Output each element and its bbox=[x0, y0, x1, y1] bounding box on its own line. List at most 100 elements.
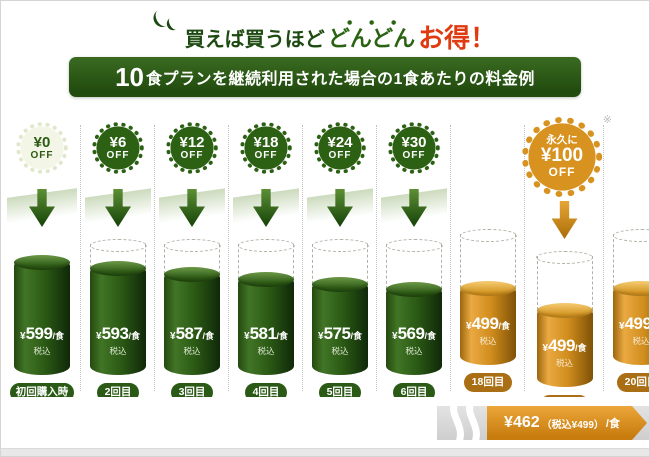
badge-area: ¥0 OFF bbox=[3, 121, 81, 183]
chart-column: ※ 永久に ¥100 OFF ¥499/食 税込 19回目 bbox=[521, 114, 612, 397]
currency-symbol: ¥ bbox=[318, 331, 324, 342]
plan-banner: 10 食プランを継続利用された場合の1食あたりの料金例 bbox=[69, 57, 581, 97]
note-asterisk: ※ bbox=[602, 114, 612, 126]
price: ¥575/食 bbox=[312, 325, 368, 343]
chart-column: ¥499/食 税込 20回目 bbox=[604, 117, 649, 397]
badge-area: ¥12 OFF bbox=[155, 121, 229, 183]
final-price-tax: （税込¥499） bbox=[541, 419, 604, 431]
discount-amount: ¥0 bbox=[33, 133, 51, 151]
footer: ¥462 （税込¥499） /食 bbox=[1, 397, 649, 448]
price: ¥587/食 bbox=[164, 325, 220, 343]
seal-icon bbox=[521, 116, 603, 198]
chart-column: ¥30 OFF ¥569/食 税込 6回目 bbox=[377, 117, 451, 397]
seal-icon bbox=[388, 122, 440, 174]
discount-badge: ¥24 OFF bbox=[313, 121, 367, 175]
price: ¥581/食 bbox=[238, 325, 294, 343]
purchase-count-label: 初回購入時 bbox=[9, 383, 75, 397]
cylinder-stack: ¥599/食 税込 bbox=[13, 241, 71, 375]
banner-number: 10 bbox=[115, 61, 144, 92]
price-cylinder: ¥575/食 税込 bbox=[312, 277, 368, 375]
price-cylinder: ¥593/食 税込 bbox=[90, 261, 146, 375]
final-price-unit: /食 bbox=[605, 418, 620, 430]
badge-area: ¥30 OFF bbox=[377, 121, 451, 183]
chart-column: ¥0 OFF ¥599/食 税込 初回購入時 bbox=[3, 117, 81, 397]
price-value: 499 bbox=[548, 336, 575, 355]
purchase-count-label: 18回目 bbox=[463, 373, 513, 392]
seal-icon bbox=[240, 122, 292, 174]
purchase-count-label: 6回目 bbox=[392, 383, 436, 397]
badge-area: ¥18 OFF bbox=[229, 121, 303, 183]
ghost-outline bbox=[89, 239, 147, 268]
title-accent: お得！ bbox=[418, 23, 497, 53]
chart-column: ¥12 OFF ¥587/食 税込 3回目 bbox=[155, 117, 229, 397]
discount-badge: ¥18 OFF bbox=[239, 121, 293, 175]
permanent-label: 永久に bbox=[546, 134, 578, 147]
arrow-area bbox=[303, 189, 377, 241]
tax-label: 税込 bbox=[479, 336, 497, 346]
purchase-count-label: 5回目 bbox=[318, 383, 362, 397]
down-arrow-icon bbox=[327, 189, 353, 227]
title-lead: 買えば買うほど bbox=[184, 29, 325, 51]
final-price: ¥462 bbox=[504, 414, 540, 431]
seal-text: ¥12 OFF bbox=[165, 121, 219, 175]
price-cylinder: ¥599/食 税込 bbox=[14, 255, 70, 375]
price-cylinder: ¥569/食 税込 bbox=[386, 282, 442, 375]
discount-off-label: OFF bbox=[180, 149, 204, 161]
price-unit: /食 bbox=[202, 331, 214, 341]
ghost-outline bbox=[459, 229, 517, 288]
tax-label: 税込 bbox=[257, 346, 275, 356]
chart-column: ¥6 OFF ¥593/食 税込 2回目 bbox=[81, 117, 155, 397]
arrow-area bbox=[81, 189, 155, 241]
price-unit: /食 bbox=[350, 331, 362, 341]
discount-amount: ¥6 bbox=[109, 133, 127, 151]
cylinder-stack: ¥499/食 税込 bbox=[536, 251, 594, 387]
ghost-outline bbox=[385, 239, 443, 289]
seal-text: ¥30 OFF bbox=[387, 121, 441, 175]
cylinder-stack: ¥575/食 税込 bbox=[311, 239, 369, 375]
price-value: 499 bbox=[471, 314, 499, 333]
break-icon bbox=[450, 400, 480, 446]
price-cylinder: ¥499/食 税込 bbox=[613, 281, 649, 365]
discount-off-label: OFF bbox=[402, 149, 426, 161]
ghost-outline bbox=[311, 239, 369, 284]
down-arrow-icon bbox=[179, 189, 205, 227]
seal-icon bbox=[16, 122, 68, 174]
title-emphasis: どんどん bbox=[327, 19, 416, 51]
price-value: 499 bbox=[624, 314, 649, 333]
discount-badge: ¥30 OFF bbox=[387, 121, 441, 175]
price-unit: /食 bbox=[424, 331, 436, 341]
discount-off-label: OFF bbox=[548, 165, 576, 180]
price: ¥499/食 bbox=[613, 315, 649, 333]
badge-area bbox=[451, 117, 525, 179]
price: ¥499/食 bbox=[460, 315, 516, 333]
seal-text: 永久に ¥100 OFF bbox=[520, 115, 604, 199]
ghost-outline bbox=[237, 239, 295, 279]
discount-amount: ¥100 bbox=[540, 145, 584, 167]
down-arrow-icon bbox=[29, 189, 55, 227]
price: ¥499/食 bbox=[537, 337, 593, 355]
arrow-area bbox=[229, 189, 303, 241]
down-arrow-icon bbox=[551, 201, 578, 239]
discount-off-label: OFF bbox=[106, 149, 130, 161]
purchase-count-label: 3回目 bbox=[170, 383, 214, 397]
purchase-count-label: 2回目 bbox=[96, 383, 140, 397]
discount-off-label: OFF bbox=[254, 149, 278, 161]
ghost-outline bbox=[536, 251, 593, 310]
price-value: 587 bbox=[175, 324, 203, 343]
banner-text: 食プランを継続利用された場合の1食あたりの料金例 bbox=[146, 71, 535, 88]
discount-off-label: OFF bbox=[30, 149, 54, 161]
ghost-outline bbox=[163, 239, 221, 274]
seal-icon bbox=[314, 122, 366, 174]
cylinder-stack: ¥499/食 税込 bbox=[612, 229, 649, 365]
tax-label: 税込 bbox=[632, 336, 649, 346]
arrow-area bbox=[3, 189, 81, 241]
price: ¥599/食 bbox=[14, 325, 70, 343]
arrow-area bbox=[525, 201, 604, 253]
down-arrow-icon bbox=[105, 189, 131, 227]
discount-off-label: OFF bbox=[328, 149, 352, 161]
badge-area: ¥24 OFF bbox=[303, 121, 377, 183]
price-unit: /食 bbox=[574, 343, 587, 353]
discount-amount: ¥18 bbox=[253, 133, 279, 151]
chart-column: ¥24 OFF ¥575/食 税込 5回目 bbox=[303, 117, 377, 397]
discount-amount: ¥12 bbox=[179, 133, 205, 151]
